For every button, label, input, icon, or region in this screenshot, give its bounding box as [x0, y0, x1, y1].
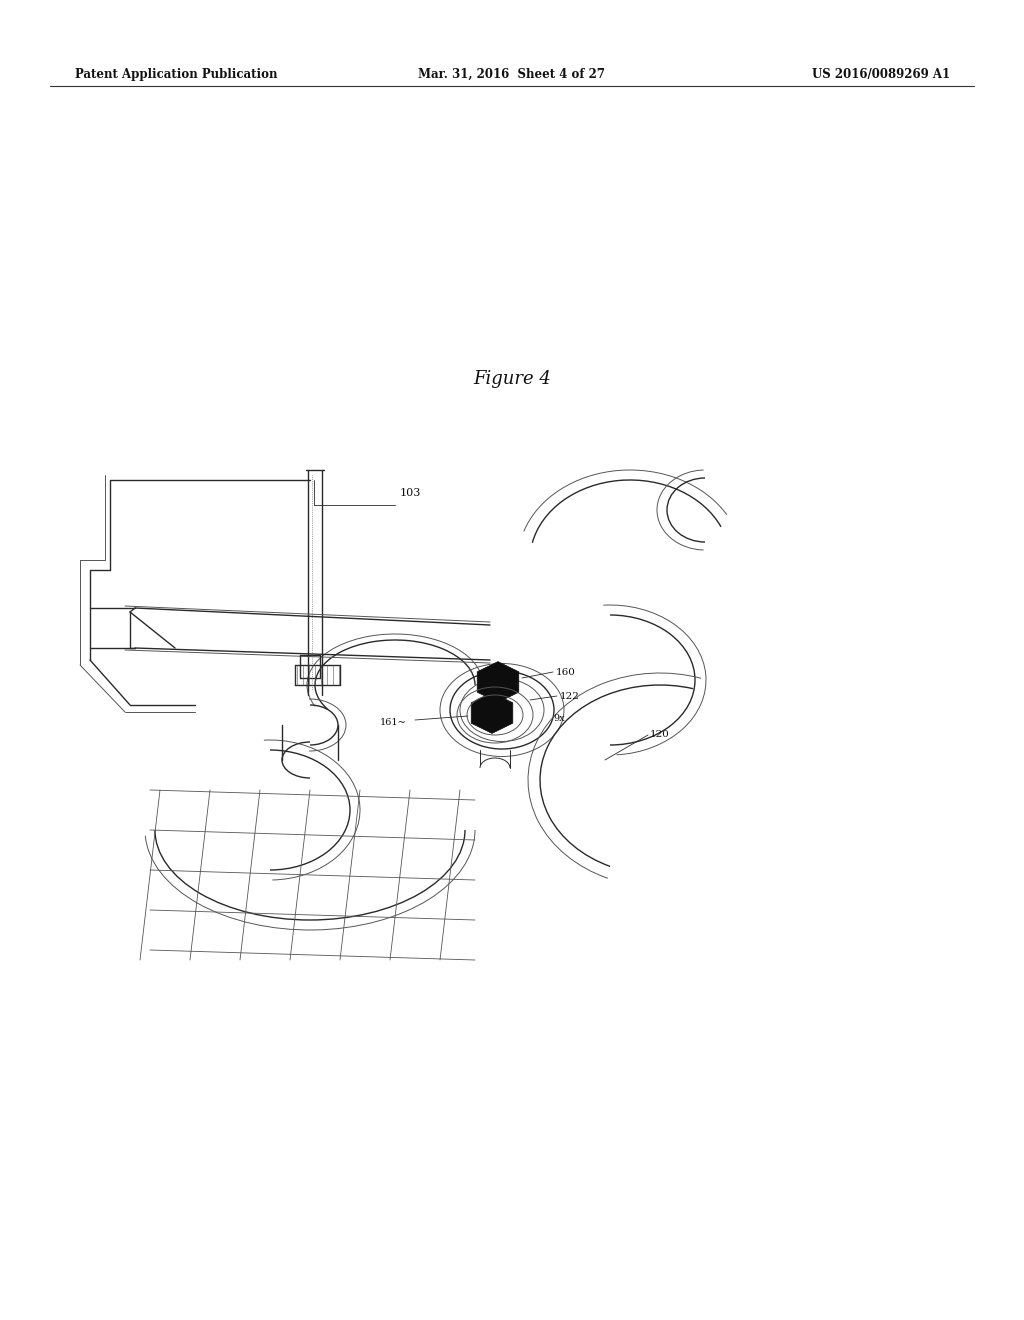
Text: 103: 103	[400, 488, 421, 498]
Polygon shape	[471, 693, 513, 734]
Polygon shape	[477, 661, 519, 702]
Text: 120: 120	[650, 730, 670, 739]
Text: US 2016/0089269 A1: US 2016/0089269 A1	[812, 69, 950, 81]
Text: 9x: 9x	[553, 714, 564, 723]
Text: Patent Application Publication: Patent Application Publication	[75, 69, 278, 81]
Text: 122: 122	[560, 692, 580, 701]
Text: 161~: 161~	[380, 718, 407, 727]
Text: 160: 160	[556, 668, 575, 677]
Text: Mar. 31, 2016  Sheet 4 of 27: Mar. 31, 2016 Sheet 4 of 27	[419, 69, 605, 81]
Text: Figure 4: Figure 4	[473, 370, 551, 388]
